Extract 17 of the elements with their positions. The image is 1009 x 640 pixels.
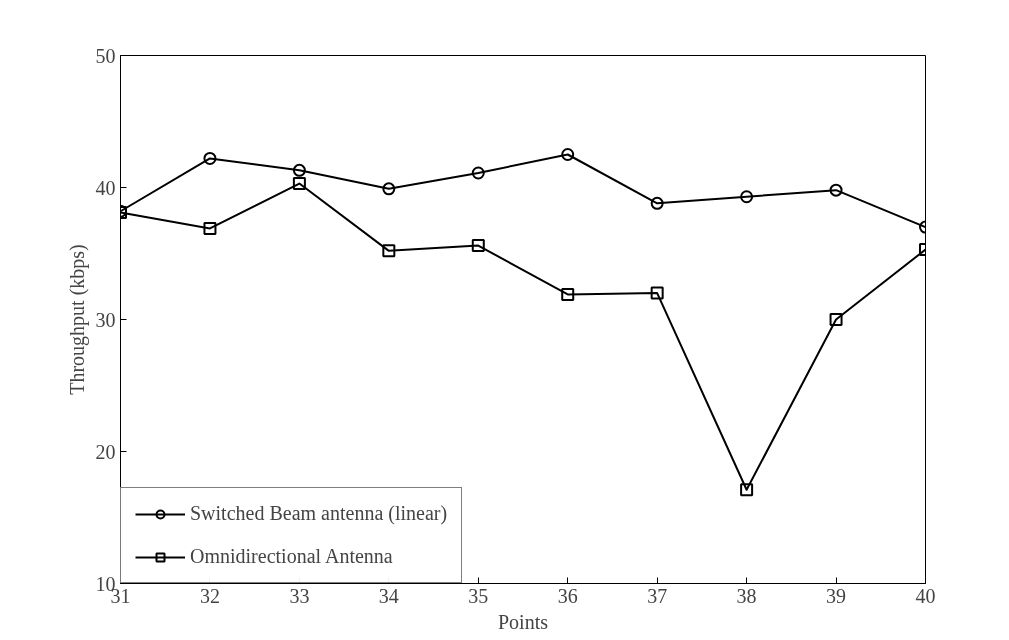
x-tick-label: 40 xyxy=(915,584,936,607)
x-tick-label: 38 xyxy=(736,584,757,607)
x-tick-label: 35 xyxy=(468,584,489,607)
y-axis-title: Throughput (kbps) xyxy=(65,244,89,395)
x-tick-label: 36 xyxy=(557,584,578,607)
x-tick-label: 33 xyxy=(289,584,310,607)
x-tick-label: 32 xyxy=(199,584,220,607)
x-tick-label: 34 xyxy=(378,584,399,607)
legend-label: Omnidirectional Antenna xyxy=(190,545,393,568)
x-tick-label: 39 xyxy=(826,584,847,607)
y-tick-label: 40 xyxy=(95,176,116,199)
legend-label: Switched Beam antenna (linear) xyxy=(190,502,448,525)
x-axis-title: Points xyxy=(497,610,549,633)
y-tick-label: 20 xyxy=(95,440,116,463)
y-tick-label: 30 xyxy=(95,308,116,331)
y-tick-label: 50 xyxy=(95,44,116,67)
x-tick-label: 37 xyxy=(647,584,668,607)
